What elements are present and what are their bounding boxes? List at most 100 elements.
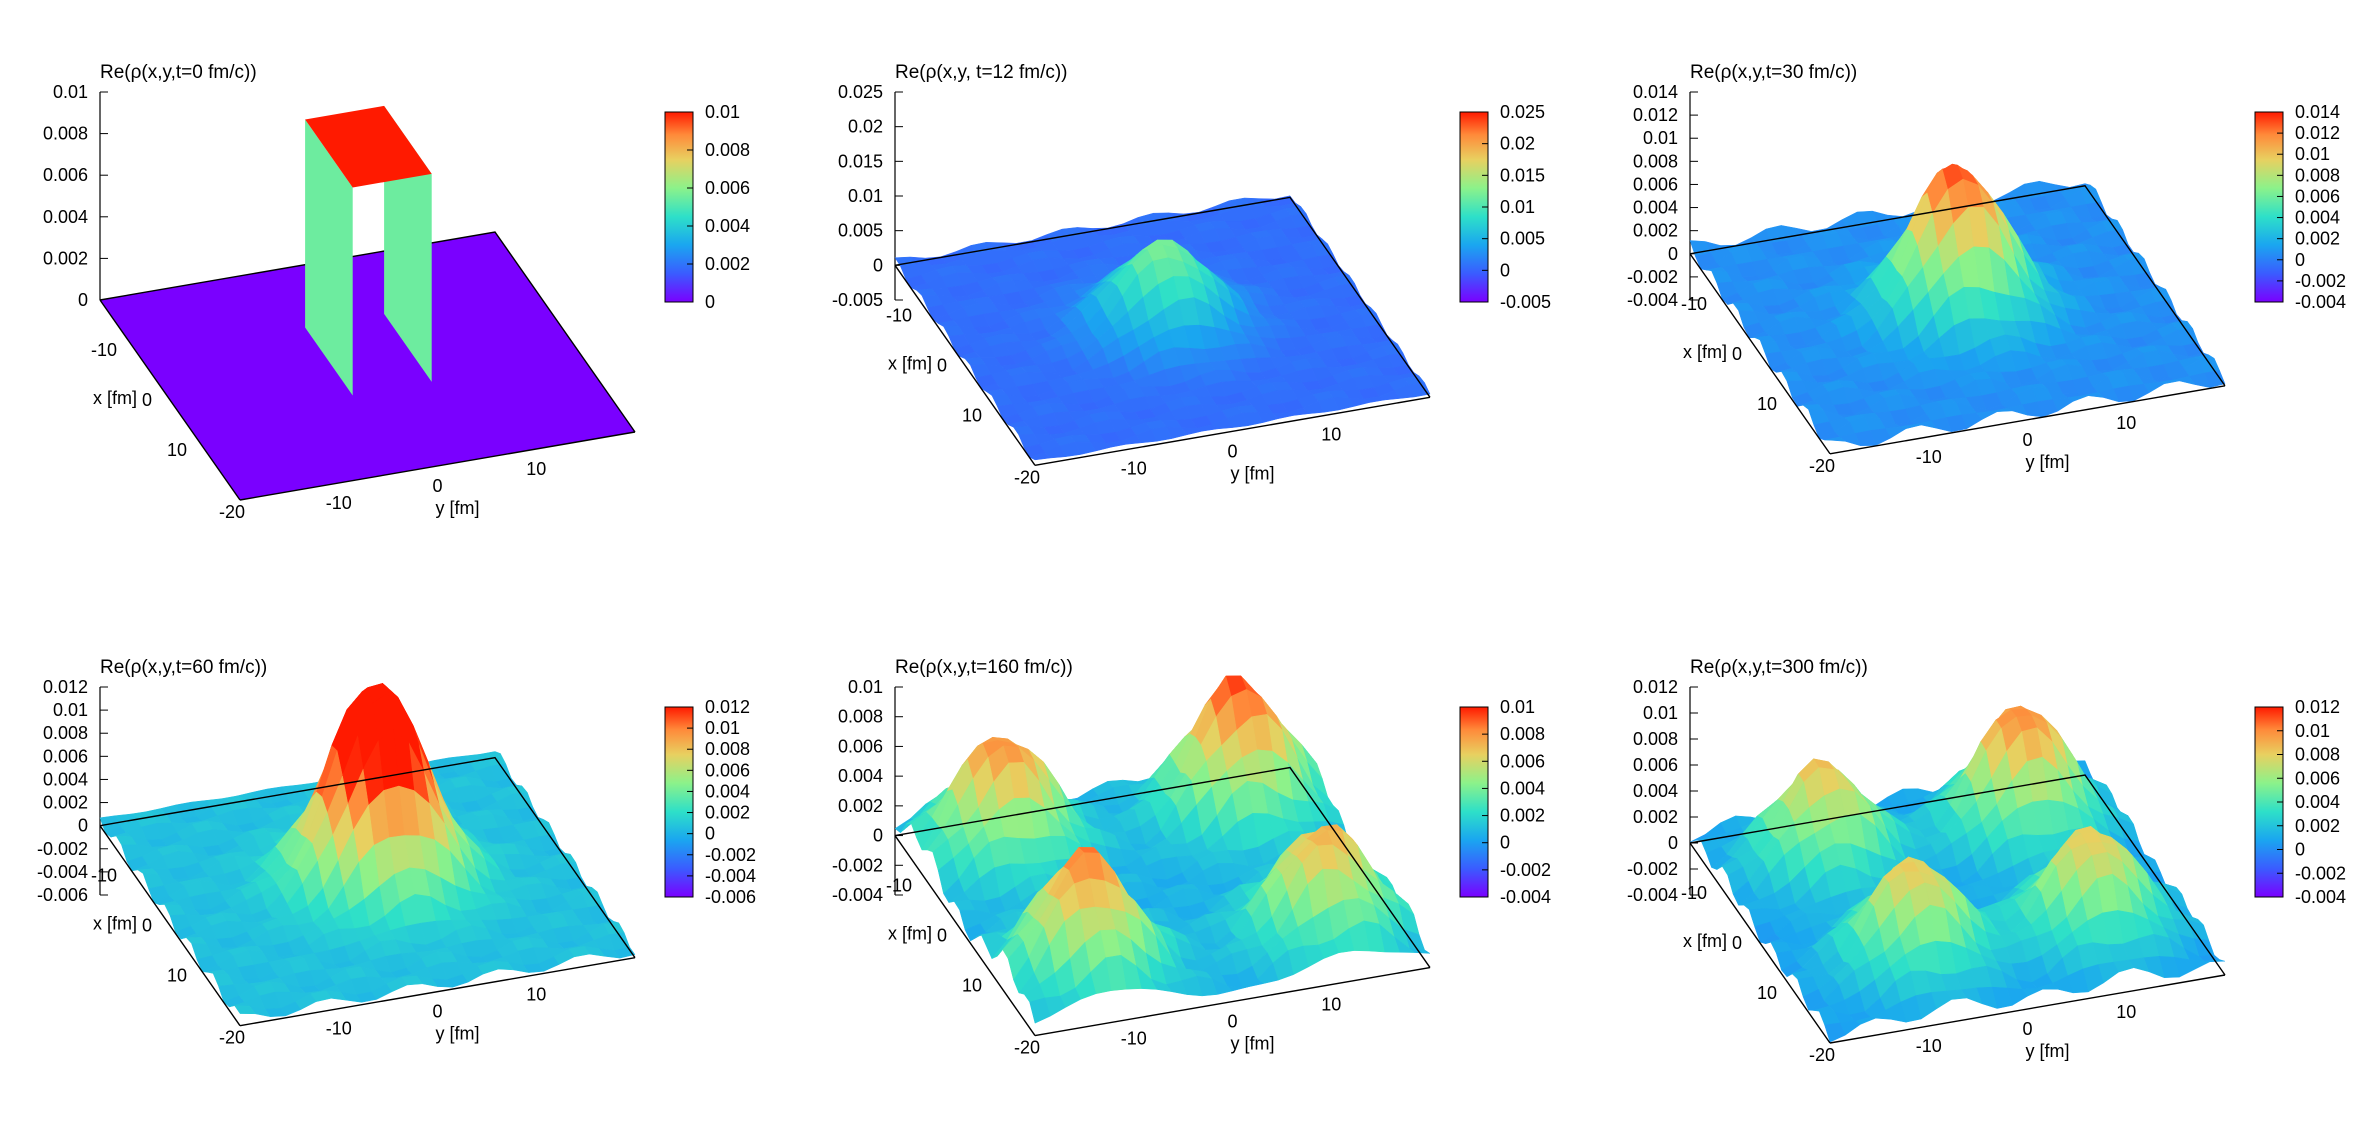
colorbar-tick-label: 0	[705, 292, 715, 312]
surface-plot	[894, 675, 1431, 1024]
x-axis-label: x [fm]	[93, 914, 137, 934]
plane-outline	[99, 231, 636, 433]
y-tick-label: -10	[1916, 447, 1942, 467]
plane-outline	[894, 766, 1431, 968]
x-tick-label: -10	[91, 866, 117, 886]
x-tick-label: -20	[1014, 1038, 1040, 1058]
z-tick-label: 0.012	[1633, 677, 1678, 697]
z-tick-label: 0.002	[43, 248, 88, 268]
surface-cell	[234, 1005, 256, 1015]
z-tick-label: 0	[1668, 833, 1678, 853]
y-tick-label: -10	[1916, 1036, 1942, 1056]
y-axis-line	[239, 431, 636, 501]
y-tick-label: 0	[2022, 430, 2032, 450]
z-tick-label: 0.004	[43, 207, 88, 227]
x-tick-label: -10	[886, 876, 912, 896]
colorbar-tick-label: 0.008	[2295, 745, 2340, 765]
z-tick-label: -0.004	[1627, 885, 1678, 905]
y-tick-label: 10	[526, 985, 546, 1005]
x-tick-label: 10	[962, 405, 982, 425]
colorbar-tick-label: 0.002	[705, 254, 750, 274]
box-wall-front	[305, 119, 353, 396]
colorbar-tick-label: 0.012	[2295, 697, 2340, 717]
x-tick-label: -20	[1014, 467, 1040, 487]
z-tick-label: 0.008	[1633, 151, 1678, 171]
y-tick-label: 10	[1321, 995, 1341, 1015]
z-tick-label: 0.02	[848, 117, 883, 137]
colorbar	[664, 111, 694, 303]
colorbar-tick-label: 0.025	[1500, 102, 1545, 122]
z-tick-label: 0.008	[838, 707, 883, 727]
colorbar-tick-label: 0.002	[2295, 816, 2340, 836]
x-axis-label: x [fm]	[888, 353, 932, 373]
colorbar-tick-label: 0.004	[705, 781, 750, 801]
x-tick-label: -20	[219, 1028, 245, 1048]
z-tick-label: -0.006	[37, 885, 88, 905]
chart-title: Re(ρ(x,y,t=30 fm/c))	[1690, 62, 1857, 83]
colorbar-tick-label: 0.012	[705, 697, 750, 717]
colorbar-tick-label: -0.002	[1500, 860, 1551, 880]
z-tick-label: 0.006	[43, 746, 88, 766]
colorbar-tick-label: 0	[1500, 833, 1510, 853]
colorbar-tick-label: 0.01	[1500, 197, 1535, 217]
z-tick-label: 0.006	[1633, 174, 1678, 194]
chart-title: Re(ρ(x,y,t=300 fm/c))	[1690, 657, 1868, 678]
z-tick-label: -0.002	[37, 839, 88, 859]
z-tick-label: 0.004	[1633, 781, 1678, 801]
colorbar-tick-label: -0.004	[705, 866, 756, 886]
x-tick-label: 0	[1732, 344, 1742, 364]
chart-panel-6: Re(ρ(x,y,t=300 fm/c)) 0.012 0.01 0.008 0.006…	[1627, 657, 2346, 1065]
z-tick-label: 0.01	[53, 82, 88, 102]
colorbar-tick-label: 0.002	[705, 803, 750, 823]
x-axis-line	[894, 264, 1036, 466]
y-tick-label: 0	[432, 476, 442, 496]
colorbar-tick-label: 0.006	[1500, 751, 1545, 771]
colorbar-tick-label: -0.005	[1500, 292, 1551, 312]
z-tick-label: 0.005	[838, 221, 883, 241]
plane-outline	[1689, 185, 2226, 387]
colorbar-tick-label: 0.01	[2295, 144, 2330, 164]
x-axis-label: x [fm]	[93, 388, 137, 408]
x-tick-label: 0	[937, 355, 947, 375]
panels-group: Re(ρ(x,y,t=0 fm/c))0.010.0080.0060.0040.…	[37, 62, 2346, 1065]
z-tick-label: 0	[78, 816, 88, 836]
z-tick-label: 0.01	[848, 677, 883, 697]
colorbar-tick-label: 0	[1500, 260, 1510, 280]
z-tick-label: 0.006	[838, 736, 883, 756]
colorbar	[2254, 111, 2284, 303]
z-tick-label: 0.002	[43, 793, 88, 813]
z-tick-label: 0.004	[43, 769, 88, 789]
z-tick-label: 0.006	[1633, 755, 1678, 775]
colorbar-tick-label: 0.02	[1500, 134, 1535, 154]
colorbar-tick-label: 0	[2295, 250, 2305, 270]
z-tick-label: -0.002	[1627, 859, 1678, 879]
z-tick-label: 0.004	[838, 766, 883, 786]
colorbar-tick-label: -0.002	[2295, 271, 2346, 291]
z-tick-label: -0.002	[832, 855, 883, 875]
y-tick-label: -10	[1121, 1029, 1147, 1049]
y-axis-line	[1829, 385, 2226, 455]
z-tick-label: -0.004	[37, 862, 88, 882]
z-tick-label: 0.002	[1633, 221, 1678, 241]
colorbar-tick-label: 0.01	[705, 718, 740, 738]
colorbar	[1459, 706, 1489, 898]
y-axis-label: y [fm]	[436, 498, 480, 518]
z-tick-label: -0.005	[832, 290, 883, 310]
chart-panel-2: Re(ρ(x,y, t=12 fm/c)) 0.025 0.02 0.015 0.01 0…	[832, 62, 1551, 487]
y-tick-label: -10	[326, 493, 352, 513]
z-tick-label: 0.006	[43, 165, 88, 185]
y-tick-label: 10	[2116, 1002, 2136, 1022]
colorbar-tick-label: 0.012	[2295, 123, 2340, 143]
x-tick-label: 10	[1757, 394, 1777, 414]
y-tick-label: -10	[1121, 458, 1147, 478]
z-tick-label: -0.004	[1627, 290, 1678, 310]
x-tick-label: 10	[1757, 983, 1777, 1003]
z-tick-label: 0.002	[1633, 807, 1678, 827]
x-tick-label: 0	[1732, 933, 1742, 953]
colorbar-tick-label: 0.008	[1500, 724, 1545, 744]
chart-panel-1: Re(ρ(x,y,t=0 fm/c)) 0.01 0.008 0.006 0.004 0.…	[43, 62, 750, 522]
z-tick-label: 0	[873, 826, 883, 846]
colorbar-tick-label: 0.006	[705, 178, 750, 198]
colorbar-tick-label: 0.014	[2295, 102, 2340, 122]
